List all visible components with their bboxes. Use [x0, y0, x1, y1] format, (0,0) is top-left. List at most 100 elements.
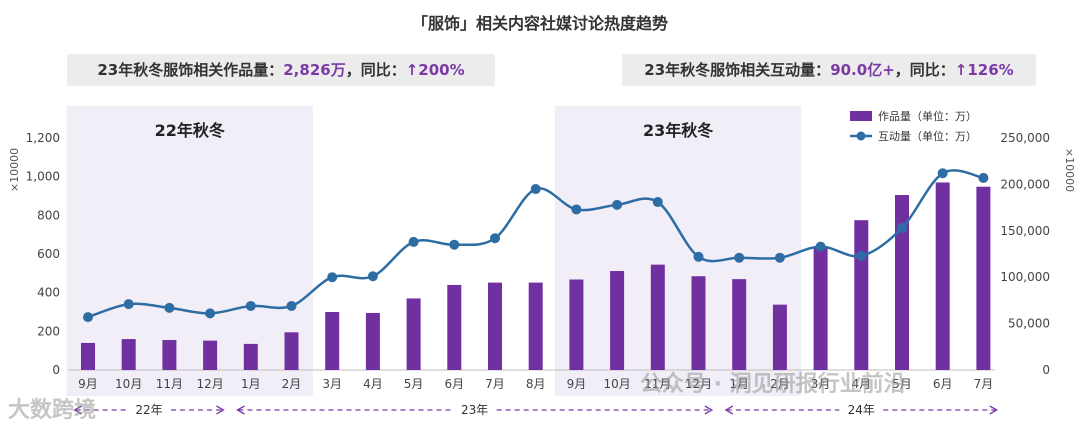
x-tick-label: 6月 [444, 377, 464, 391]
point-interactions [449, 239, 460, 250]
kpi-interaction-yoy-label: ，同比： [894, 61, 955, 79]
x-tick-label: 4月 [363, 377, 383, 391]
point-interactions [612, 199, 623, 210]
point-interactions [774, 252, 785, 263]
x-tick-label: 9月 [78, 377, 98, 391]
year-arrow-head-left [236, 405, 245, 415]
bar-works [325, 312, 340, 370]
point-interactions [571, 204, 582, 215]
point-interactions [123, 299, 134, 310]
x-tick-label: 11月 [156, 377, 183, 391]
bar-works [447, 284, 462, 370]
period-label: 23年秋冬 [643, 121, 713, 140]
year-group-label: 24年 [848, 403, 875, 417]
x-tick-label: 12月 [685, 377, 712, 391]
bar-works [976, 186, 991, 370]
kpi-interaction-value: 90.0亿+ [830, 61, 895, 79]
y-right-tick: 50,000 [1008, 317, 1050, 331]
period-label: 22年秋冬 [155, 121, 225, 140]
legend-swatch-dot [856, 131, 866, 141]
period-shade [66, 106, 313, 396]
y-left-tick: 400 [37, 286, 60, 300]
x-tick-label: 1月 [241, 377, 261, 391]
bar-works [854, 220, 869, 370]
point-interactions [897, 223, 907, 234]
point-interactions [815, 241, 826, 252]
bar-works [284, 332, 299, 370]
kpi-interaction-yoy-value: ↑126% [954, 61, 1014, 79]
y-left-tick: 1,000 [26, 170, 60, 184]
x-tick-label: 2月 [770, 377, 790, 391]
bar-works [650, 264, 665, 370]
point-interactions [408, 236, 419, 247]
year-arrow-head-left [724, 405, 734, 415]
year-arrow-head-right [216, 405, 225, 415]
point-interactions [530, 184, 541, 195]
y-right-tick: 100,000 [1000, 270, 1050, 284]
y-left-tick: 0 [52, 363, 60, 377]
point-interactions [693, 251, 704, 262]
kpi-works-value: 2,826万 [283, 61, 346, 79]
point-interactions [245, 300, 256, 311]
x-tick-label: 1月 [729, 377, 749, 391]
x-tick-label: 7月 [974, 377, 994, 391]
point-interactions [490, 233, 500, 244]
period-shade [555, 106, 802, 396]
x-tick-label: 3月 [811, 377, 831, 391]
x-tick-label: 10月 [115, 377, 142, 391]
x-tick-label: 2月 [282, 377, 302, 391]
point-interactions [937, 168, 948, 179]
watermark-right: 公众号 · 洞见研报行业前沿 [640, 372, 906, 397]
legend-label-bar: 作品量（单位：万） [878, 109, 977, 123]
y-left-tick: 200 [37, 324, 60, 338]
kpi-works-volume: 23年秋冬服饰相关作品量：2,826万，同比：↑200% [67, 54, 495, 86]
bar-works [121, 339, 136, 370]
bar-works [528, 282, 543, 370]
bar-works [203, 340, 218, 370]
y-right-tick: 250,000 [1000, 131, 1050, 145]
point-interactions [205, 308, 216, 319]
bar-works [691, 276, 706, 370]
y-right-tick: 150,000 [1000, 224, 1050, 238]
x-tick-label: 12月 [196, 377, 223, 391]
point-interactions [978, 172, 989, 183]
x-tick-label: 6月 [933, 377, 953, 391]
kpi-interaction-volume: 23年秋冬服饰相关互动量：90.0亿+，同比：↑126% [622, 54, 1036, 86]
bar-works [772, 304, 787, 370]
x-tick-label: 8月 [526, 377, 546, 391]
x-tick-label: 3月 [322, 377, 342, 391]
point-interactions [164, 302, 175, 313]
point-interactions [734, 252, 745, 263]
x-tick-label: 10月 [603, 377, 630, 391]
bar-works [162, 340, 177, 370]
legend-swatch-bar [850, 111, 872, 121]
x-tick-label: 9月 [567, 377, 587, 391]
bar-works [365, 312, 380, 370]
y-left-tick: 800 [37, 208, 60, 222]
point-interactions [83, 312, 93, 323]
x-tick-label: 5月 [404, 377, 424, 391]
x-tick-label: 7月 [485, 377, 505, 391]
y-left-tick: 600 [37, 247, 60, 261]
year-group-label: 23年 [461, 403, 488, 417]
page-title: 「服饰」相关内容社媒讨论热度趋势 [411, 14, 668, 33]
year-arrow-head-right [989, 405, 999, 415]
y-right-unit: ×10000 [1063, 148, 1076, 192]
watermark-left: 大数跨境 [8, 398, 97, 423]
kpi-works-yoy-label: ，同比： [345, 61, 406, 79]
x-tick-label: 11月 [644, 377, 671, 391]
point-interactions [327, 272, 338, 283]
bar-works [895, 195, 909, 370]
bar-works [488, 282, 502, 370]
point-interactions [367, 271, 378, 282]
y-right-tick: 0 [1042, 363, 1050, 377]
bar-works [935, 182, 950, 370]
x-tick-label: 5月 [892, 377, 912, 391]
bar-works [732, 279, 747, 370]
bar-works [243, 343, 258, 370]
year-group-label: 22年 [135, 403, 162, 417]
point-interactions [856, 250, 867, 261]
kpi-works-yoy-value: ↑200% [405, 61, 465, 79]
legend-label-line: 互动量（单位：万） [878, 129, 977, 143]
